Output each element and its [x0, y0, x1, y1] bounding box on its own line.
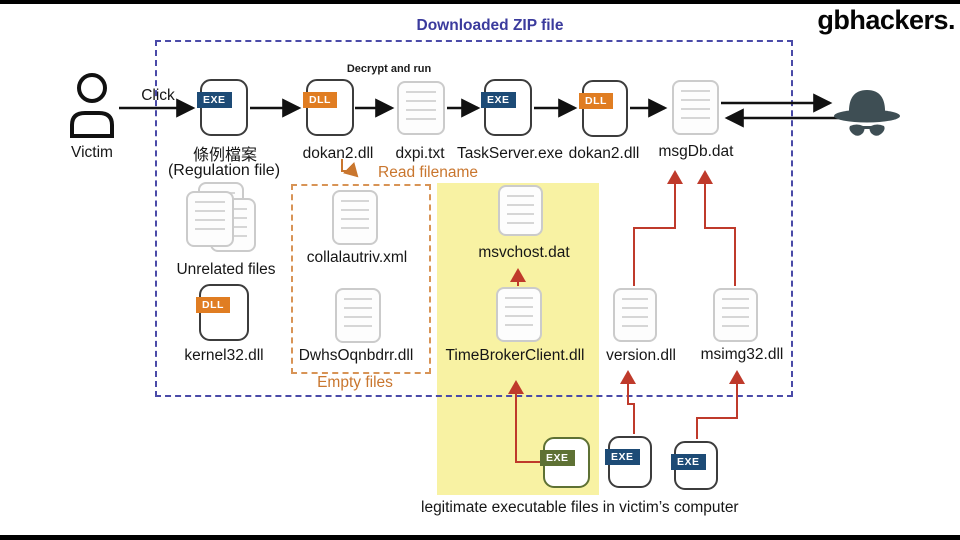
- letterbox-bottom: [0, 535, 960, 540]
- read-filename-label: Read filename: [378, 164, 478, 181]
- exe-file-icon-legit-3: EXE: [671, 441, 718, 490]
- document-icon-dxpi: [397, 81, 445, 135]
- dll-badge: DLL: [196, 297, 230, 313]
- empty-files-dashed-box: [291, 184, 431, 374]
- document-icon-msimg: [713, 288, 758, 342]
- exe-file-icon-taskserver: EXE: [481, 79, 532, 136]
- exe-file-icon-legit-2: EXE: [605, 436, 652, 488]
- dwhs-label: DwhsOqnbdrr.dll: [298, 347, 414, 364]
- collalautriv-label: collalautriv.xml: [306, 249, 408, 266]
- exe-badge: EXE: [671, 454, 706, 470]
- exe-file-icon-legit-green: EXE: [540, 437, 590, 488]
- document-icon-timebroker: [496, 287, 542, 342]
- dll-file-icon-kernel32: DLL: [196, 284, 249, 341]
- msvchost-label: msvchost.dat: [478, 244, 570, 261]
- exe-badge: EXE: [481, 92, 516, 108]
- click-label: Click: [141, 87, 175, 104]
- dll-file-icon-dokan2-first: DLL: [303, 79, 354, 136]
- gbhackers-logo: gbhackers.: [817, 5, 955, 35]
- person-icon: [70, 73, 114, 138]
- dll-badge: DLL: [303, 92, 337, 108]
- kernel32-label: kernel32.dll: [184, 347, 264, 364]
- victim-label: Victim: [71, 144, 113, 161]
- exe-file-icon-regulation: EXE: [197, 79, 248, 136]
- zip-dashed-box: [155, 40, 793, 397]
- document-icon-dwhs: [335, 288, 381, 343]
- dokan2-label-second: dokan2.dll: [568, 145, 640, 162]
- decrypt-note: Decrypt and run: [346, 63, 432, 75]
- taskserver-label: TaskServer.exe: [457, 145, 563, 162]
- dll-badge: DLL: [579, 93, 613, 109]
- exe-badge: EXE: [197, 92, 232, 108]
- dokan2-label-first: dokan2.dll: [302, 145, 374, 162]
- diagram-title: Downloaded ZIP file: [416, 17, 564, 34]
- document-icon-version: [613, 288, 657, 342]
- regulation-file-sublabel: (Regulation file): [167, 162, 281, 179]
- exe-badge: EXE: [605, 449, 640, 465]
- dll-file-icon-dokan2-second: DLL: [579, 80, 628, 137]
- regulation-file-label: 條例檔案: [192, 147, 258, 164]
- letterbox-top: [0, 0, 960, 4]
- document-icon-collalautriv: [332, 190, 378, 245]
- empty-files-caption: Empty files: [317, 374, 393, 391]
- version-label: version.dll: [606, 347, 676, 364]
- dxpi-label: dxpi.txt: [395, 145, 445, 162]
- msgdb-label: msgDb.dat: [658, 143, 734, 160]
- hacker-icon: [834, 90, 900, 136]
- unrelated-files-label: Unrelated files: [176, 261, 276, 278]
- timebroker-label: TimeBrokerClient.dll: [445, 347, 585, 364]
- document-icon-msvchost: [498, 185, 543, 236]
- exe-badge: EXE: [540, 450, 575, 466]
- unrelated-files-stack-icon: [184, 182, 264, 258]
- msimg-label: msimg32.dll: [700, 346, 784, 363]
- document-icon-msgdb: [672, 80, 719, 135]
- bottom-caption: legitimate executable files in victim’s …: [421, 499, 739, 516]
